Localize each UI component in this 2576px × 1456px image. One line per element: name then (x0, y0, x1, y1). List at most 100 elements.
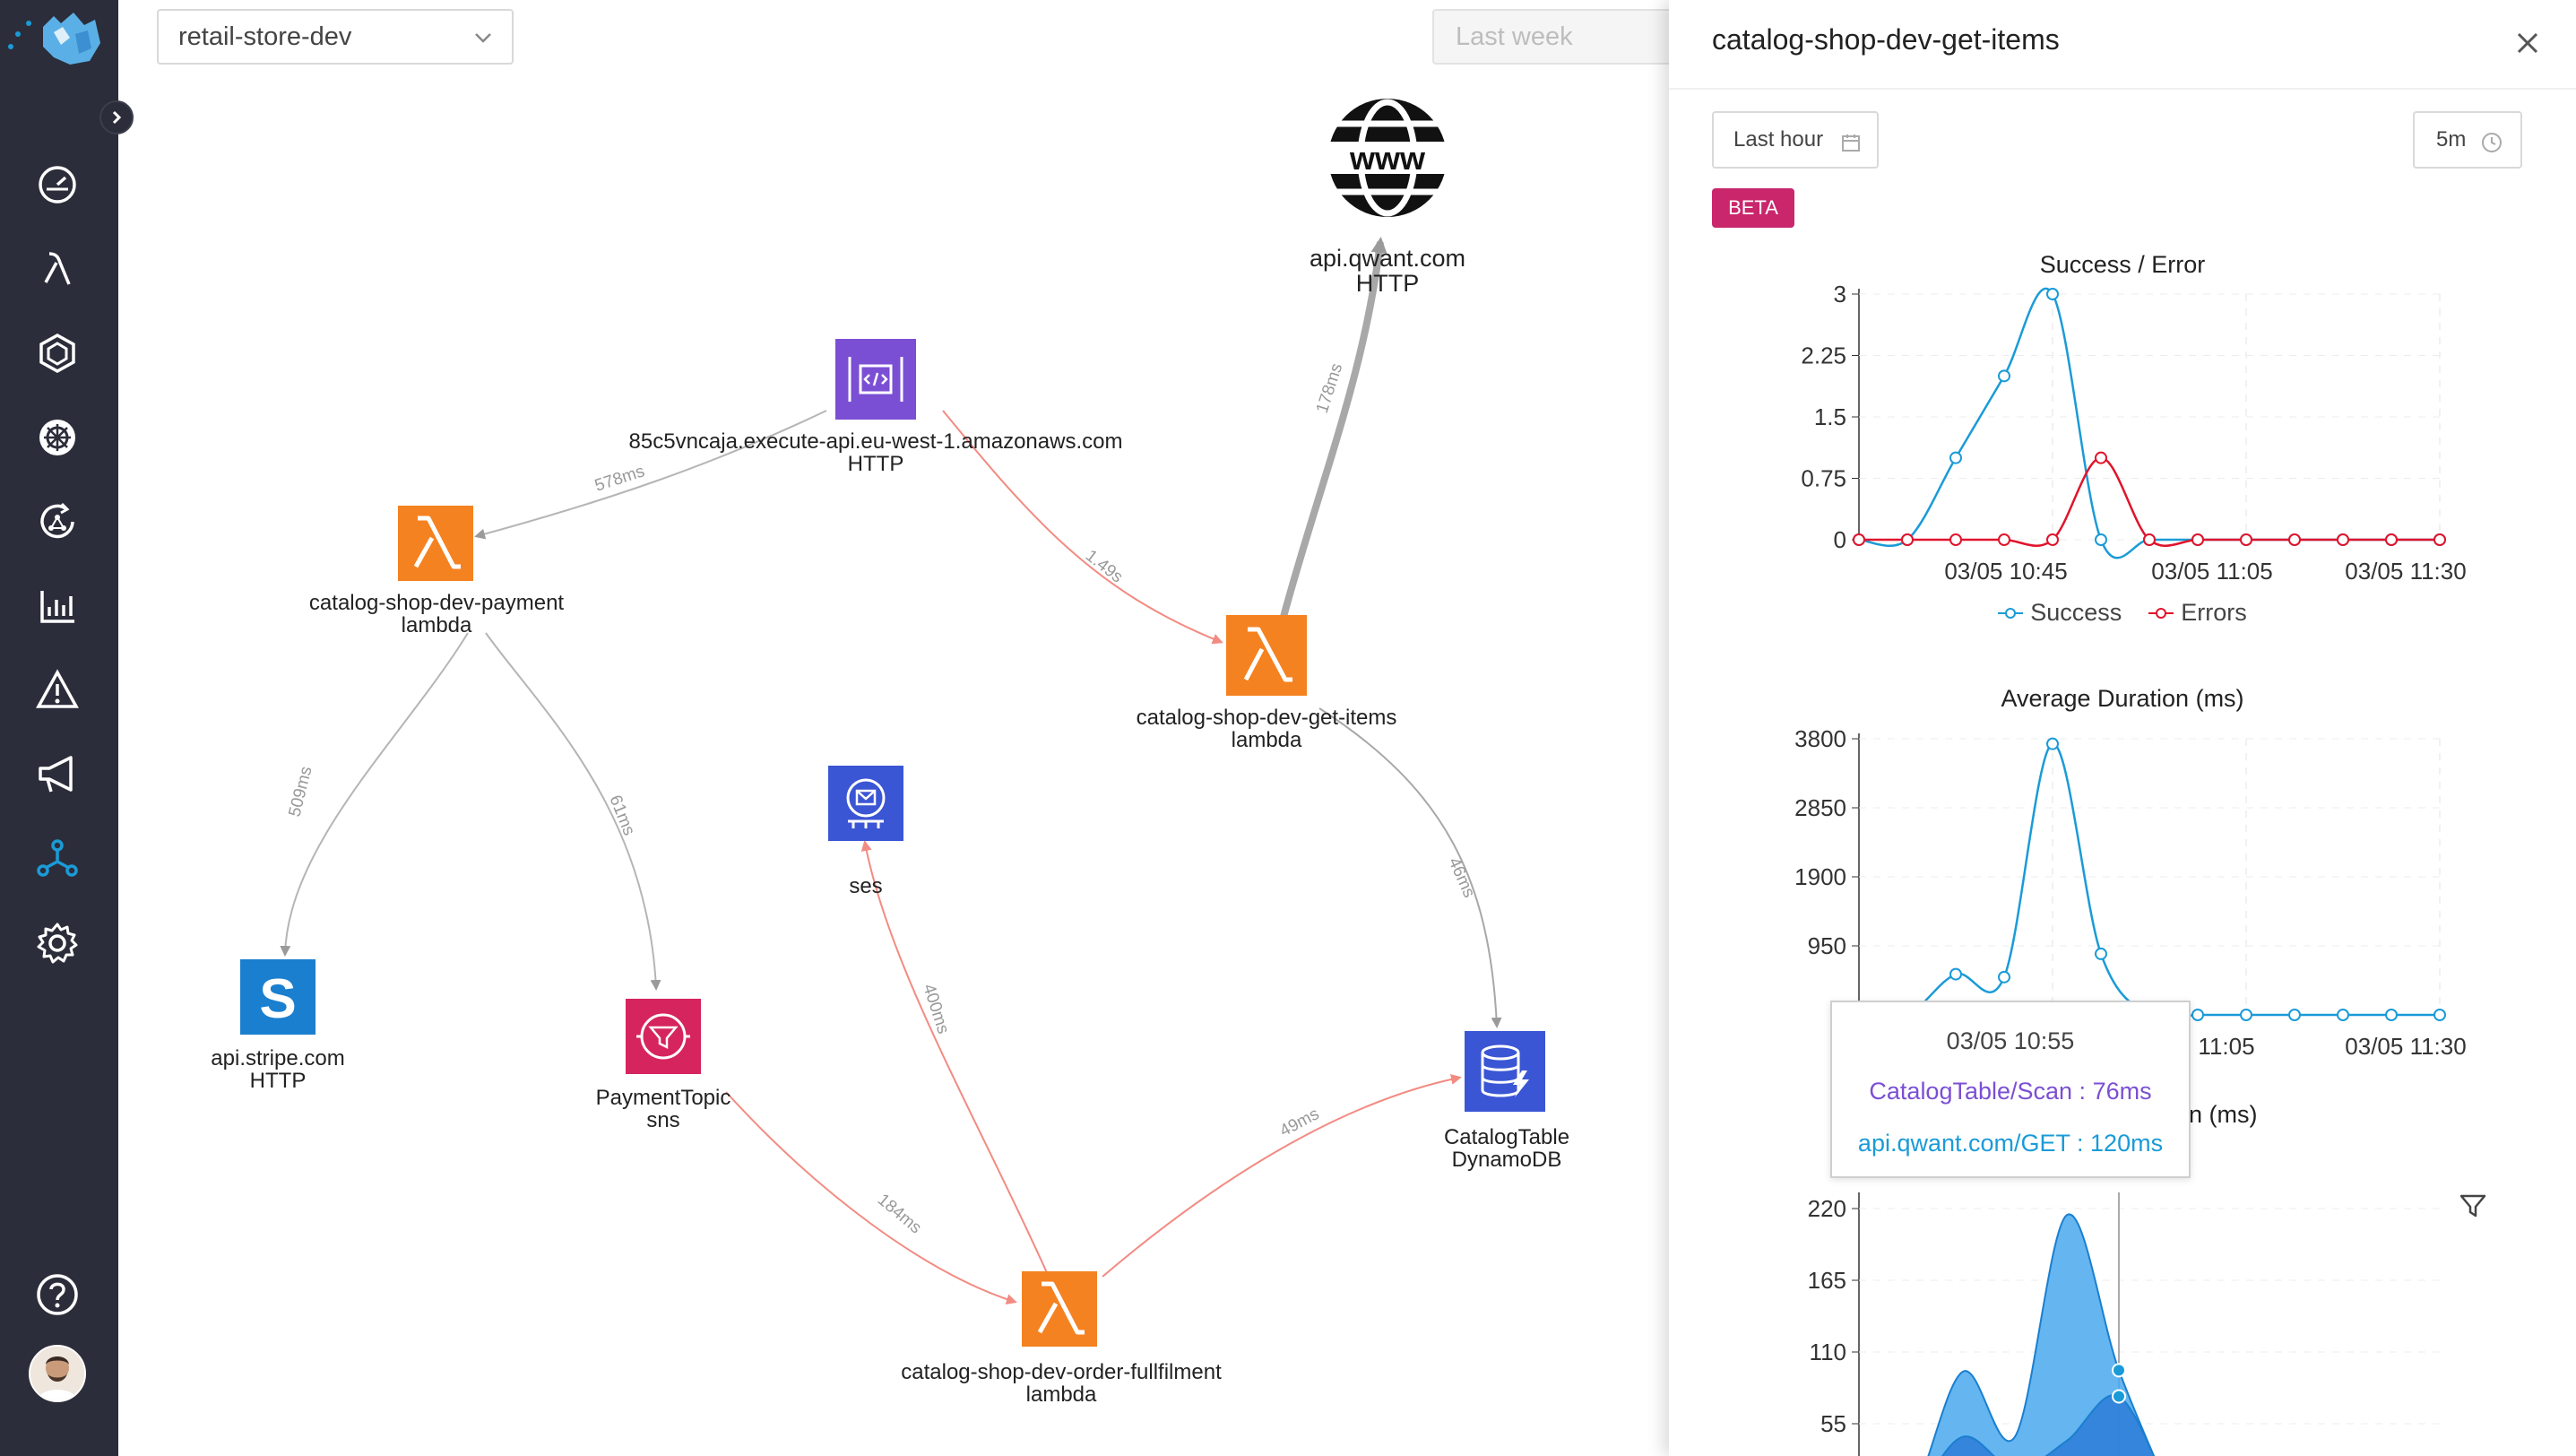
edge-getitems-web[interactable] (1280, 237, 1387, 619)
y-tick-label: 110 (1810, 1339, 1846, 1365)
edge-payment-stripe[interactable] (280, 632, 469, 957)
panel-title: catalog-shop-dev-get-items (1712, 23, 2060, 56)
environment-value: retail-store-dev (178, 22, 352, 51)
clock-icon (2482, 133, 2502, 152)
node-fulfilment-lambda[interactable] (1022, 1271, 1097, 1347)
svg-text:www: www (1349, 140, 1426, 177)
node-sns[interactable] (626, 999, 701, 1074)
filter-icon[interactable] (2458, 1191, 2488, 1221)
edge-payment-sns[interactable] (485, 632, 661, 991)
expand-sidebar-button[interactable] (99, 100, 134, 134)
time-range-value: Last week (1456, 22, 1573, 51)
legend-marker-errors (2148, 607, 2174, 619)
sidebar-item-dashboard[interactable] (32, 160, 82, 210)
node-label-fulfil: catalog-shop-dev-order-fullfilment lambd… (901, 1361, 1222, 1406)
function-detail-panel: catalog-shop-dev-get-items Last hour 5m … (1669, 0, 2576, 1456)
data-point (1949, 451, 1962, 464)
service-map-icon (37, 839, 78, 877)
sidebar-item-containers[interactable] (32, 328, 82, 378)
sidebar-item-functions[interactable] (32, 244, 82, 294)
edge-fulfil-ses[interactable] (860, 840, 1050, 1278)
legend-marker-success (1998, 607, 2024, 619)
sidebar-item-alerts[interactable] (32, 665, 82, 715)
node-stripe[interactable]: S (240, 959, 316, 1035)
edge-apigw-getitems[interactable] (942, 410, 1223, 645)
service-map: 578ms 1.49s 178ms 509ms 61ms 46ms 400ms … (118, 0, 1669, 1456)
edge-sns-fulfil[interactable] (725, 1091, 1017, 1304)
sidebar-item-service-map[interactable] (32, 834, 82, 884)
chart-legend: Success Errors (1669, 599, 2576, 627)
y-tick-label: 1.5 (1814, 403, 1846, 430)
refresh-graph-icon (40, 502, 74, 539)
edge-apigw-payment[interactable] (474, 410, 827, 540)
data-point (2143, 533, 2156, 546)
y-tick-label: 165 (1808, 1267, 1846, 1294)
node-type: HTTP (1355, 270, 1420, 297)
x-tick-label: 03/05 11:05 (2151, 558, 2272, 585)
node-label-apigw: 85c5vncaja.execute-api.eu-west-1.amazona… (629, 430, 1123, 475)
hover-point (2112, 1389, 2126, 1404)
y-tick-label: 2850 (1794, 794, 1846, 821)
y-tick-label: 220 (1808, 1195, 1846, 1222)
y-tick-label: 2.25 (1801, 342, 1846, 369)
sidebar-item-traces[interactable] (32, 497, 82, 547)
sidebar-item-announcements[interactable] (32, 750, 82, 800)
edge-fulfil-dynamo[interactable] (1102, 1073, 1462, 1278)
interval-value: 5m (2436, 127, 2467, 152)
environment-select[interactable]: retail-store-dev (157, 9, 514, 65)
edge-getitems-dynamo[interactable] (1318, 707, 1502, 1028)
node-dynamodb[interactable] (1465, 1031, 1545, 1112)
sidebar-item-kubernetes[interactable] (32, 412, 82, 463)
data-point (2046, 737, 2059, 750)
node-label-stripe: api.stripe.com HTTP (211, 1047, 344, 1092)
breakdown-area-chart: 55 110 165 220 (1808, 1192, 2440, 1456)
hover-point (2112, 1363, 2126, 1378)
node-type: lambda (1231, 728, 1302, 752)
warning-triangle-icon (36, 669, 79, 708)
sidebar-item-metrics[interactable] (32, 581, 82, 631)
edge-label-apigw-getitems: 1.49s (1082, 546, 1127, 586)
stripe-s-icon: S (259, 968, 296, 1030)
sidebar-item-help[interactable] (32, 1270, 82, 1320)
node-payment-lambda[interactable] (398, 506, 473, 581)
node-label-ses: ses (849, 875, 882, 897)
node-api-gateway[interactable] (835, 339, 916, 420)
megaphone-icon (39, 756, 73, 793)
node-type: HTTP (847, 452, 904, 476)
data-point (1998, 369, 2010, 383)
close-icon[interactable] (2510, 25, 2546, 61)
sidebar-item-settings[interactable] (32, 918, 82, 968)
edge-label-payment-sns: 61ms (605, 793, 638, 838)
y-tick-label: 1900 (1794, 863, 1846, 890)
node-label-sns: PaymentTopic sns (596, 1087, 731, 1131)
app-logo[interactable] (7, 7, 108, 72)
api-gateway-icon (848, 357, 903, 402)
help-circle-icon (37, 1274, 78, 1315)
series-area-1 (1941, 1394, 2156, 1456)
legend-item-success[interactable]: Success (1998, 599, 2122, 627)
data-point (2095, 451, 2107, 464)
period-value: Last hour (1733, 127, 1824, 152)
data-point (2046, 288, 2059, 300)
node-getitems-lambda[interactable] (1226, 615, 1307, 696)
node-type: HTTP (249, 1069, 307, 1093)
legend-item-errors[interactable]: Errors (2148, 599, 2247, 627)
data-point (1949, 967, 1962, 981)
sns-topic-icon (636, 1013, 690, 1060)
panel-divider (1669, 88, 2576, 90)
chart-title-average-duration: Average Duration (ms) (2001, 685, 2244, 712)
node-web-globe[interactable]: www (1328, 99, 1447, 217)
data-point (1998, 970, 2010, 984)
data-point (2337, 1009, 2349, 1021)
time-range-select[interactable]: Last week (1432, 9, 1674, 65)
node-ses[interactable] (828, 766, 903, 841)
interval-select[interactable]: 5m (2413, 111, 2522, 169)
data-point (1853, 533, 1865, 546)
period-select[interactable]: Last hour (1712, 111, 1879, 169)
node-label-web: api.qwant.com HTTP (1310, 246, 1465, 296)
data-point (1901, 533, 1914, 546)
lambda-icon (1243, 627, 1292, 682)
node-label-getitems: catalog-shop-dev-get-items lambda (1137, 706, 1397, 751)
node-name: catalog-shop-dev-payment (308, 591, 565, 615)
user-avatar[interactable] (29, 1345, 86, 1402)
